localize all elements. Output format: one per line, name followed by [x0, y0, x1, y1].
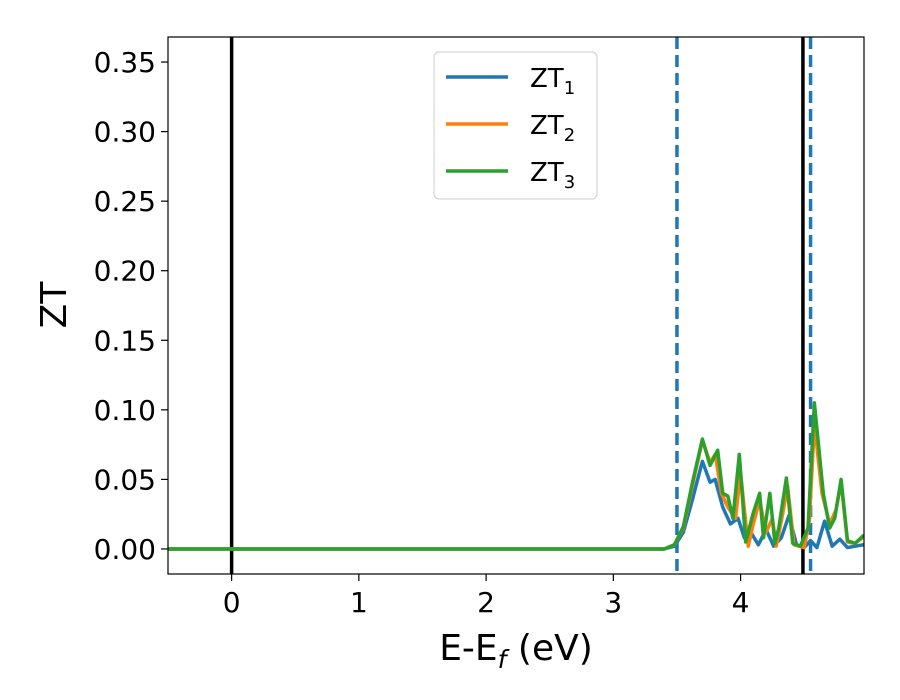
x-tick-label: 3	[604, 586, 622, 619]
y-tick-label: 0.10	[94, 394, 156, 427]
legend-label-3: ZT3	[530, 158, 575, 193]
y-tick-label: 0.30	[94, 116, 156, 149]
x-tick-label: 2	[477, 586, 495, 619]
vertical-reference-lines	[229, 37, 813, 574]
x-tick-label: 4	[732, 586, 750, 619]
legend-label-2: ZT2	[530, 111, 575, 146]
x-axis-ticks: 0 1 2 3 4	[223, 574, 750, 619]
y-axis-label: ZT	[34, 281, 75, 329]
series-line-2	[168, 422, 864, 551]
y-tick-label: 0.25	[94, 185, 156, 218]
y-axis-ticks: 0.00 0.05 0.10 0.15 0.20 0.25 0.30 0.35	[94, 46, 168, 566]
legend-label-1: ZT1	[530, 64, 575, 99]
legend: ZT1 ZT2 ZT3	[433, 51, 598, 200]
y-tick-label: 0.05	[94, 463, 156, 496]
x-tick-label: 1	[350, 586, 368, 619]
x-tick-label: 0	[223, 586, 241, 619]
y-tick-label: 0.15	[94, 324, 156, 357]
y-tick-label: 0.20	[94, 255, 156, 288]
plot-frame	[167, 36, 865, 575]
series-lines	[168, 401, 864, 551]
legend-box	[433, 51, 598, 200]
y-tick-label: 0.00	[94, 533, 156, 566]
x-axis-label: E-Ef (eV)	[439, 628, 593, 674]
series-line-3	[168, 401, 864, 551]
y-tick-label: 0.35	[94, 46, 156, 79]
